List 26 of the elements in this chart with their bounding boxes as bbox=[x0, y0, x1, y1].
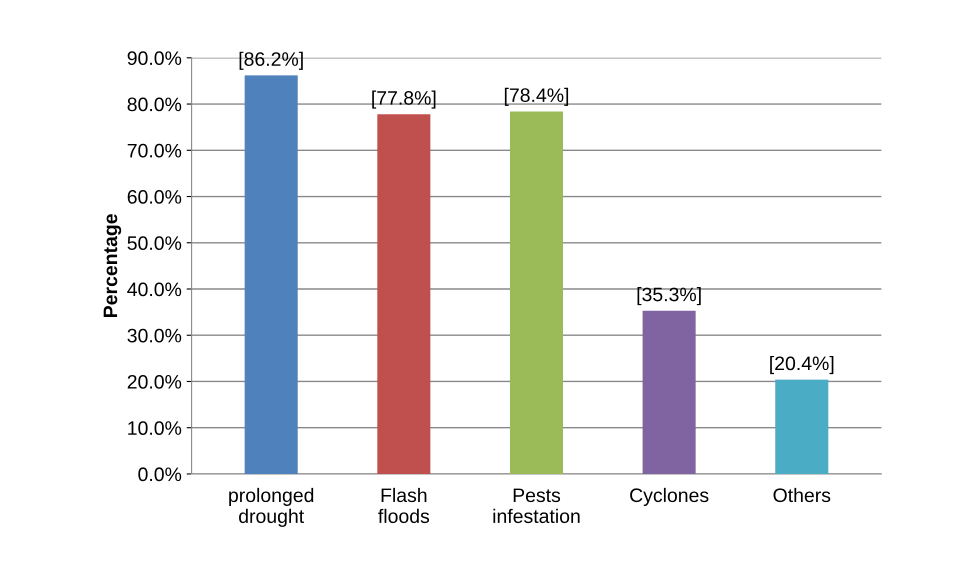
x-tick-label: Others bbox=[774, 488, 830, 502]
y-tick-label: 80.0% bbox=[128, 98, 182, 112]
x-tick-label: Pests infestation bbox=[493, 488, 580, 524]
data-label: [86.2%] bbox=[240, 52, 303, 70]
y-tick-label: 10.0% bbox=[128, 421, 182, 435]
data-label: [77.8%] bbox=[372, 90, 436, 109]
x-tick-label: prolonged drought bbox=[229, 488, 314, 527]
data-label: [20.4%] bbox=[770, 356, 834, 374]
y-axis-title: Percentage bbox=[104, 214, 122, 317]
data-label: [35.3%] bbox=[638, 287, 701, 306]
y-tick-label: 60.0% bbox=[128, 190, 182, 204]
y-tick-label: 20.0% bbox=[128, 374, 182, 389]
y-tick-label: 90.0% bbox=[128, 51, 182, 66]
y-tick-label: 50.0% bbox=[128, 236, 182, 250]
y-tick-label: 70.0% bbox=[128, 144, 182, 158]
x-tick-label: Cyclones bbox=[630, 488, 708, 506]
bar bbox=[642, 310, 696, 474]
y-tick-label: 30.0% bbox=[127, 328, 182, 342]
bar bbox=[510, 111, 564, 474]
bar bbox=[775, 380, 828, 474]
y-tick-label: 0.0% bbox=[138, 467, 182, 482]
bar bbox=[377, 114, 430, 474]
x-tick-label: Flash floods bbox=[378, 488, 430, 524]
data-label: [78.4%] bbox=[504, 88, 568, 106]
bar bbox=[244, 75, 298, 474]
y-tick-label: 40.0% bbox=[127, 282, 182, 296]
